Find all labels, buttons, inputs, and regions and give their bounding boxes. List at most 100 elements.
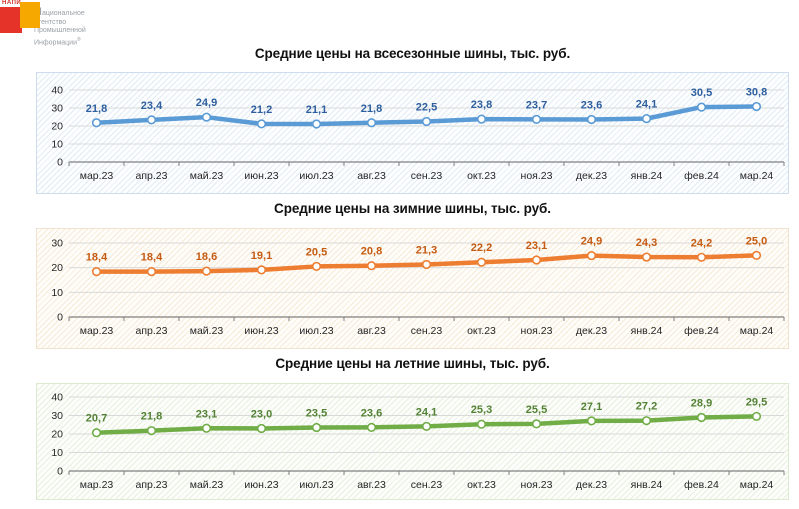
x-tick-label: ноя.23 bbox=[521, 479, 553, 491]
y-tick-label: 30 bbox=[51, 410, 63, 422]
chart-panel-allseason: 0 10 20 30 40 мар.23 апр.23 май.23 июн.23 июл.23 а… bbox=[36, 72, 789, 194]
x-tick-label: июн.23 bbox=[244, 170, 278, 182]
x-tick-label: апр.23 bbox=[136, 170, 168, 182]
x-tick-label: фев.24 bbox=[684, 170, 719, 182]
data-point-marker bbox=[256, 423, 267, 434]
x-tick-label: июл.23 bbox=[299, 325, 333, 337]
logo-line2: Агентство bbox=[34, 18, 67, 26]
data-label: 18,4 bbox=[86, 252, 108, 264]
data-point-marker bbox=[201, 266, 212, 276]
data-label: 20,8 bbox=[361, 246, 382, 258]
x-tick-label: апр.23 bbox=[136, 479, 168, 491]
data-label: 23,8 bbox=[471, 99, 492, 111]
data-point-marker bbox=[366, 118, 377, 128]
x-tick-label: сен.23 bbox=[411, 325, 443, 337]
data-point-marker bbox=[751, 411, 762, 422]
x-tick-label: июл.23 bbox=[299, 479, 333, 491]
data-label: 25,0 bbox=[746, 235, 767, 247]
data-label: 22,5 bbox=[416, 102, 437, 114]
data-label: 28,9 bbox=[691, 398, 712, 410]
data-point-marker bbox=[586, 416, 597, 426]
data-point-marker bbox=[311, 119, 322, 129]
data-label: 25,3 bbox=[471, 404, 492, 416]
data-label: 23,6 bbox=[361, 407, 382, 419]
x-tick-label: июл.23 bbox=[299, 170, 333, 182]
data-point-marker bbox=[641, 114, 652, 124]
data-label: 21,2 bbox=[251, 104, 272, 116]
data-point-marker bbox=[696, 102, 707, 112]
chart-panel-winter: 0 10 20 30 мар.23 апр.23 май.23 июн.23 июл.23 авг… bbox=[36, 228, 789, 349]
data-point-marker bbox=[421, 259, 432, 270]
data-label: 24,1 bbox=[416, 406, 437, 418]
x-tick-label: мар.24 bbox=[740, 170, 774, 182]
data-point-marker bbox=[531, 255, 542, 265]
data-label: 27,2 bbox=[636, 401, 657, 413]
x-tick-label: янв.24 bbox=[631, 325, 663, 337]
data-label: 23,4 bbox=[141, 100, 163, 112]
data-label: 24,2 bbox=[691, 237, 712, 249]
x-tick-label: авг.23 bbox=[357, 325, 386, 337]
data-label: 22,2 bbox=[471, 242, 492, 254]
data-point-marker bbox=[256, 119, 267, 129]
data-point-marker bbox=[531, 419, 542, 429]
line-chart-svg: 0 10 20 30 мар.23 апр.23 май.23 июн.23 июл.23 авг… bbox=[51, 235, 785, 337]
data-label: 21,8 bbox=[361, 103, 382, 115]
data-label: 18,6 bbox=[196, 251, 217, 263]
logo-red-square bbox=[0, 7, 22, 33]
data-label: 24,3 bbox=[636, 237, 657, 249]
x-tick-label: мар.23 bbox=[80, 479, 114, 491]
data-label: 18,4 bbox=[141, 252, 163, 264]
data-label: 23,6 bbox=[581, 100, 602, 112]
y-tick-label: 10 bbox=[51, 447, 63, 459]
x-tick-label: фев.24 bbox=[684, 479, 719, 491]
y-tick-label: 0 bbox=[57, 157, 63, 169]
x-tick-label: май.23 bbox=[190, 325, 224, 337]
data-point-marker bbox=[201, 423, 212, 433]
x-tick-label: июн.23 bbox=[244, 479, 278, 491]
data-label: 29,5 bbox=[746, 396, 767, 408]
data-point-marker bbox=[476, 114, 487, 124]
data-label: 23,5 bbox=[306, 408, 327, 420]
x-tick-label: мар.24 bbox=[740, 479, 774, 491]
data-point-marker bbox=[91, 428, 102, 438]
data-label: 23,7 bbox=[526, 99, 547, 111]
napi-logo: НАПИ Национальное Агентство Промышленной… bbox=[0, 0, 120, 46]
data-point-marker bbox=[366, 261, 377, 271]
data-point-marker bbox=[641, 416, 652, 426]
x-tick-label: авг.23 bbox=[357, 170, 386, 182]
x-tick-label: май.23 bbox=[190, 170, 224, 182]
logo-line3: Промышленной bbox=[34, 27, 86, 34]
data-label: 20,5 bbox=[306, 246, 327, 258]
x-tick-label: дек.23 bbox=[576, 325, 607, 337]
y-tick-label: 20 bbox=[51, 429, 63, 441]
data-label: 30,5 bbox=[691, 87, 712, 99]
data-point-marker bbox=[751, 250, 762, 260]
y-tick-label: 30 bbox=[51, 238, 63, 250]
data-label: 24,9 bbox=[581, 236, 602, 248]
data-label: 25,5 bbox=[526, 404, 547, 416]
logo-orange-square bbox=[20, 2, 40, 28]
x-tick-label: фев.24 bbox=[684, 325, 719, 337]
x-tick-label: авг.23 bbox=[357, 479, 386, 491]
logo-mini-text: НАПИ bbox=[2, 0, 22, 6]
data-point-marker bbox=[641, 252, 652, 262]
data-label: 24,1 bbox=[636, 99, 657, 111]
x-tick-label: июн.23 bbox=[244, 325, 278, 337]
data-point-marker bbox=[586, 114, 597, 125]
y-tick-label: 0 bbox=[57, 312, 63, 324]
y-tick-label: 10 bbox=[51, 139, 63, 151]
data-point-marker bbox=[421, 116, 432, 127]
data-label: 19,1 bbox=[251, 250, 272, 262]
chart-title-winter: Средние цены на зимние шины, тыс. руб. bbox=[274, 201, 551, 216]
data-label: 23,1 bbox=[196, 408, 217, 420]
y-tick-label: 40 bbox=[51, 85, 63, 97]
x-tick-label: окт.23 bbox=[467, 170, 496, 182]
y-tick-label: 40 bbox=[51, 392, 63, 404]
logo-line1: ациональное bbox=[41, 10, 85, 17]
data-point-marker bbox=[476, 419, 487, 429]
data-point-marker bbox=[146, 115, 157, 125]
x-tick-label: май.23 bbox=[190, 479, 224, 491]
chart-title-summer: Средние цены на летние шины, тыс. руб. bbox=[275, 356, 550, 371]
x-tick-label: мар.23 bbox=[80, 325, 114, 337]
y-tick-label: 20 bbox=[51, 262, 63, 274]
